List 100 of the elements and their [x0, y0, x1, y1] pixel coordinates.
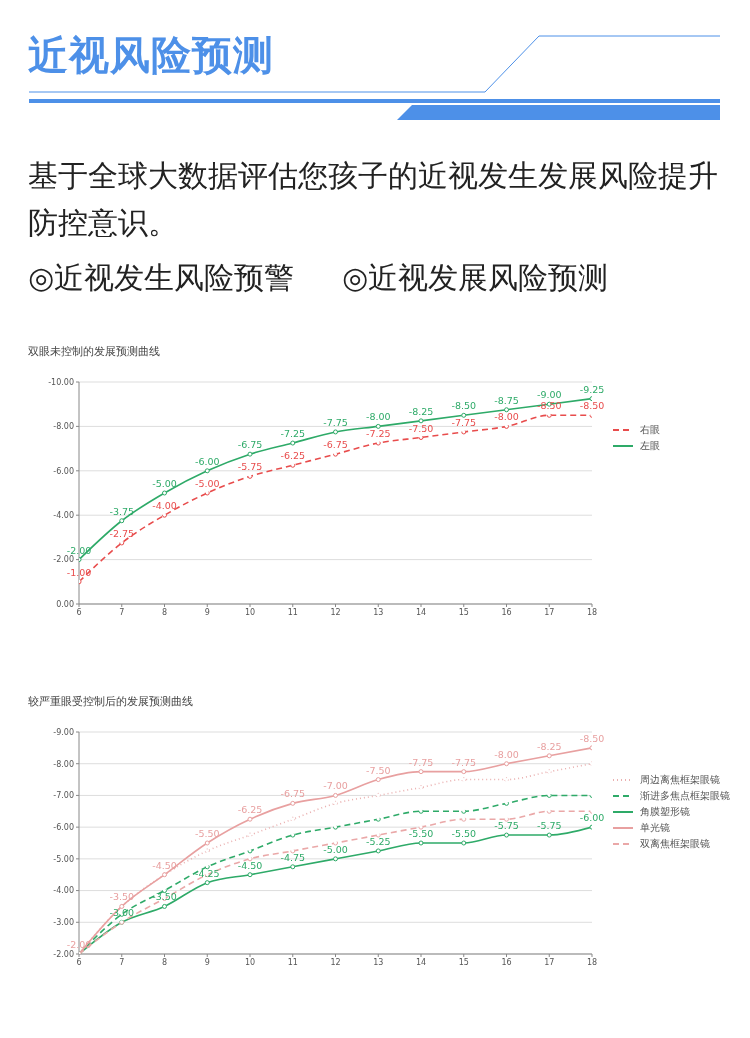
- x-tick-label: 15: [458, 957, 469, 967]
- data-label: -7.75: [323, 416, 348, 428]
- data-label: -6.25: [280, 450, 306, 462]
- legend-label: 渐进多焦点框架眼镜: [640, 789, 730, 803]
- data-label: -4.50: [152, 859, 177, 871]
- x-tick-label: 6: [76, 957, 82, 967]
- y-tick-label: -9.00: [53, 727, 74, 737]
- data-label: -7.75: [451, 756, 477, 768]
- data-label: -9.00: [536, 389, 562, 401]
- data-label: -5.25: [365, 835, 391, 847]
- x-tick-label: 11: [287, 957, 298, 967]
- data-label: -5.75: [494, 820, 519, 832]
- text: ◎近视发生风险预警: [28, 259, 295, 297]
- data-label: -5.50: [451, 828, 477, 839]
- text: ◎近视发展风险预测: [342, 259, 609, 297]
- data-label: -5.75: [237, 461, 263, 473]
- data-label: -6.25: [237, 804, 263, 816]
- x-tick-label: 9: [204, 957, 210, 967]
- data-label: -6.75: [237, 439, 263, 451]
- data-label: -7.50: [408, 422, 434, 434]
- x-tick-label: 16: [501, 957, 512, 967]
- data-label: -4.25: [194, 867, 220, 879]
- x-tick-label: 13: [373, 957, 384, 967]
- data-label: -5.00: [194, 478, 220, 489]
- x-tick-label: 11: [287, 607, 298, 617]
- y-tick-label: 0.00: [56, 599, 74, 609]
- data-label: -5.00: [323, 843, 348, 855]
- data-label: -5.50: [194, 828, 220, 839]
- data-label: -4.50: [237, 859, 263, 871]
- data-label: -5.50: [408, 828, 434, 839]
- y-tick-label: -5.00: [53, 854, 74, 864]
- data-label: -8.00: [494, 411, 519, 423]
- legend-label: 右眼: [640, 423, 660, 437]
- y-tick-label: -6.00: [53, 822, 74, 832]
- data-label: -7.00: [323, 780, 348, 792]
- chart-title: 较严重眼受控制后的发展预测曲线: [28, 694, 193, 709]
- legend-label: 双离焦框架眼镜: [640, 837, 710, 851]
- data-label: -3.50: [152, 891, 177, 903]
- data-label: -7.50: [365, 764, 391, 776]
- x-tick-label: 12: [330, 607, 341, 617]
- y-tick-label: -6.00: [53, 466, 74, 476]
- y-tick-label: -4.00: [53, 511, 74, 521]
- data-label: -4.75: [280, 851, 306, 863]
- data-label: -8.75: [494, 394, 519, 406]
- data-label: -5.75: [536, 820, 562, 832]
- data-label: -3.50: [109, 891, 135, 903]
- x-tick-label: 18: [586, 607, 598, 617]
- x-tick-label: 9: [204, 607, 210, 617]
- x-tick-label: 7: [119, 957, 125, 967]
- x-tick-label: 7: [119, 607, 125, 617]
- data-label: -8.00: [494, 748, 519, 760]
- legend-label: 左眼: [640, 439, 660, 453]
- legend-label: 单光镜: [640, 821, 670, 835]
- data-label: -7.25: [365, 428, 391, 440]
- x-tick-label: 6: [76, 607, 82, 617]
- data-label: -6.75: [280, 788, 306, 800]
- x-tick-label: 10: [244, 957, 256, 967]
- x-tick-label: 16: [501, 607, 512, 617]
- data-label: -2.75: [109, 527, 135, 539]
- x-tick-label: 17: [544, 607, 555, 617]
- chart-title: 双眼未控制的发展预测曲线: [28, 344, 160, 359]
- x-tick-label: 14: [415, 607, 427, 617]
- y-tick-label: -8.00: [53, 422, 74, 432]
- data-label: -7.75: [451, 416, 477, 428]
- x-tick-label: 14: [415, 957, 427, 967]
- text: 近视风险预测: [28, 31, 274, 80]
- data-label: -6.75: [323, 439, 348, 451]
- data-label: -3.75: [109, 505, 135, 517]
- data-label: -9.25: [579, 383, 605, 395]
- data-label: -1.00: [66, 566, 92, 578]
- legend-label: 周边离焦框架眼镜: [640, 773, 720, 787]
- x-tick-label: 12: [330, 957, 341, 967]
- x-tick-label: 8: [161, 957, 168, 967]
- x-tick-label: 13: [373, 607, 384, 617]
- data-label: -4.00: [152, 500, 177, 512]
- data-label: -6.00: [194, 455, 220, 467]
- y-tick-label: -4.00: [53, 886, 74, 896]
- y-tick-label: -2.00: [53, 555, 74, 565]
- data-label: -8.25: [536, 740, 562, 752]
- y-tick-label: -7.00: [53, 791, 74, 801]
- x-tick-label: 15: [458, 607, 469, 617]
- data-label: -7.25: [280, 428, 306, 440]
- y-tick-label: -3.00: [53, 918, 74, 928]
- data-label: -7.75: [408, 756, 434, 768]
- y-tick-label: -8.00: [53, 759, 74, 769]
- data-label: -6.00: [579, 812, 605, 824]
- legend-label: 角膜塑形镜: [640, 805, 690, 819]
- y-tick-label: -10.00: [48, 377, 74, 387]
- data-label: -8.50: [579, 732, 605, 744]
- y-tick-label: -2.00: [53, 949, 74, 959]
- text: 基于全球大数据评估您孩子的近视发生发展风险提升防控意识。: [28, 157, 719, 242]
- x-tick-label: 10: [244, 607, 256, 617]
- data-label: -8.50: [579, 400, 605, 412]
- data-label: -5.00: [152, 478, 177, 489]
- x-tick-label: 8: [161, 607, 168, 617]
- x-tick-label: 17: [544, 957, 555, 967]
- data-label: -8.25: [408, 405, 434, 417]
- x-tick-label: 18: [586, 957, 598, 967]
- data-label: -8.00: [365, 411, 391, 423]
- data-label: -8.50: [451, 400, 477, 412]
